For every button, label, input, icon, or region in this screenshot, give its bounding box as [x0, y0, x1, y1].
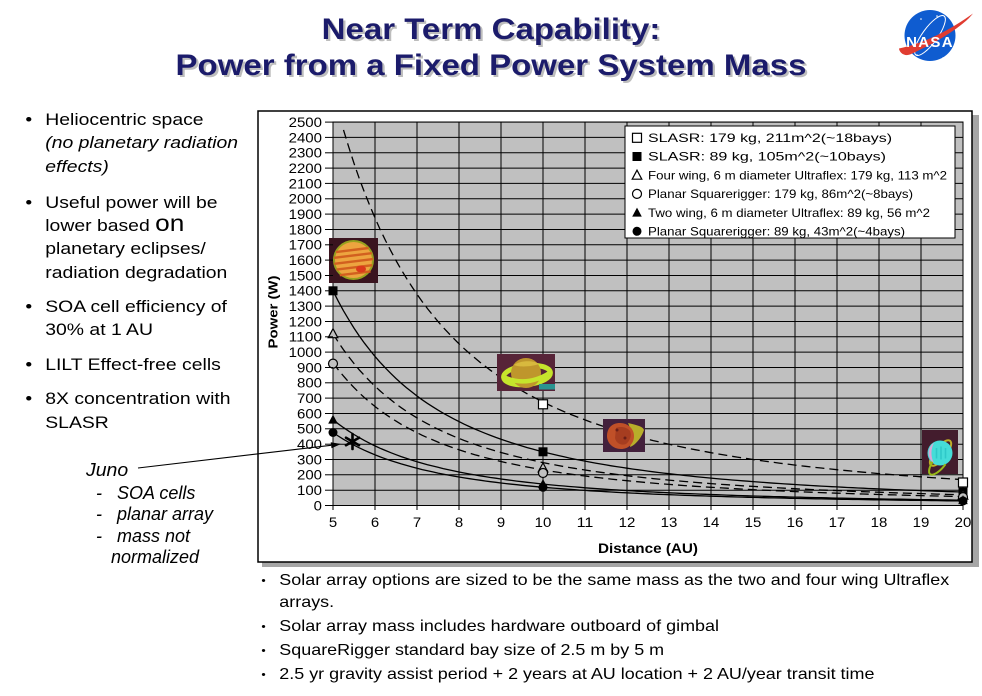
svg-text:6: 6: [371, 515, 379, 530]
svg-text:20: 20: [955, 515, 972, 530]
svg-text:SLASR: 89 kg, 105m^2(~10bays): SLASR: 89 kg, 105m^2(~10bays): [648, 150, 886, 164]
svg-text:100: 100: [297, 483, 322, 498]
svg-text:1200: 1200: [289, 314, 322, 329]
svg-text:1400: 1400: [289, 284, 322, 299]
svg-text:2200: 2200: [289, 161, 322, 176]
svg-text:Planar Squarerigger: 89 kg, 43: Planar Squarerigger: 89 kg, 43m^2(~4bays…: [648, 225, 905, 239]
svg-text:1800: 1800: [289, 222, 322, 237]
svg-text:9: 9: [497, 515, 505, 530]
svg-text:2500: 2500: [289, 115, 322, 130]
svg-text:Four wing, 6 m diameter Ultraf: Four wing, 6 m diameter Ultraflex: 179 k…: [648, 168, 947, 182]
svg-text:18: 18: [871, 515, 888, 530]
svg-text:12: 12: [619, 515, 636, 530]
svg-text:14: 14: [703, 515, 720, 530]
svg-text:500: 500: [297, 422, 322, 437]
svg-text:17: 17: [829, 515, 846, 530]
svg-text:1000: 1000: [289, 345, 322, 360]
svg-text:1500: 1500: [289, 268, 322, 283]
svg-text:16: 16: [787, 515, 804, 530]
svg-text:Two wing, 6 m diameter Ultrafl: Two wing, 6 m diameter Ultraflex: 89 kg,…: [648, 206, 930, 220]
svg-text:Distance (AU): Distance (AU): [598, 541, 698, 556]
svg-text:1300: 1300: [289, 299, 322, 314]
svg-text:SLASR: 179 kg, 211m^2(~18bays): SLASR: 179 kg, 211m^2(~18bays): [648, 131, 892, 145]
svg-text:900: 900: [297, 360, 322, 375]
svg-text:15: 15: [745, 515, 762, 530]
svg-text:5: 5: [329, 515, 337, 530]
svg-text:1900: 1900: [289, 207, 322, 222]
svg-text:Power (W): Power (W): [267, 276, 281, 349]
svg-text:600: 600: [297, 406, 322, 421]
svg-text:2100: 2100: [289, 176, 322, 191]
svg-text:1600: 1600: [289, 253, 322, 268]
svg-text:Planar Squarerigger: 179 kg, 8: Planar Squarerigger: 179 kg, 86m^2(~8bay…: [648, 187, 913, 201]
svg-text:19: 19: [913, 515, 930, 530]
svg-text:10: 10: [535, 515, 552, 530]
svg-text:1700: 1700: [289, 238, 322, 253]
svg-text:800: 800: [297, 376, 322, 391]
svg-text:11: 11: [577, 515, 594, 530]
svg-text:700: 700: [297, 391, 322, 406]
svg-text:200: 200: [297, 468, 322, 483]
svg-text:0: 0: [314, 498, 322, 513]
svg-text:13: 13: [661, 515, 678, 530]
svg-text:300: 300: [297, 452, 322, 467]
svg-text:2400: 2400: [289, 130, 322, 145]
svg-text:NASA: NASA: [906, 34, 954, 51]
svg-text:1100: 1100: [289, 330, 322, 345]
svg-text:2300: 2300: [289, 146, 322, 161]
svg-text:8: 8: [455, 515, 463, 530]
svg-text:7: 7: [413, 515, 421, 530]
svg-text:2000: 2000: [289, 192, 322, 207]
